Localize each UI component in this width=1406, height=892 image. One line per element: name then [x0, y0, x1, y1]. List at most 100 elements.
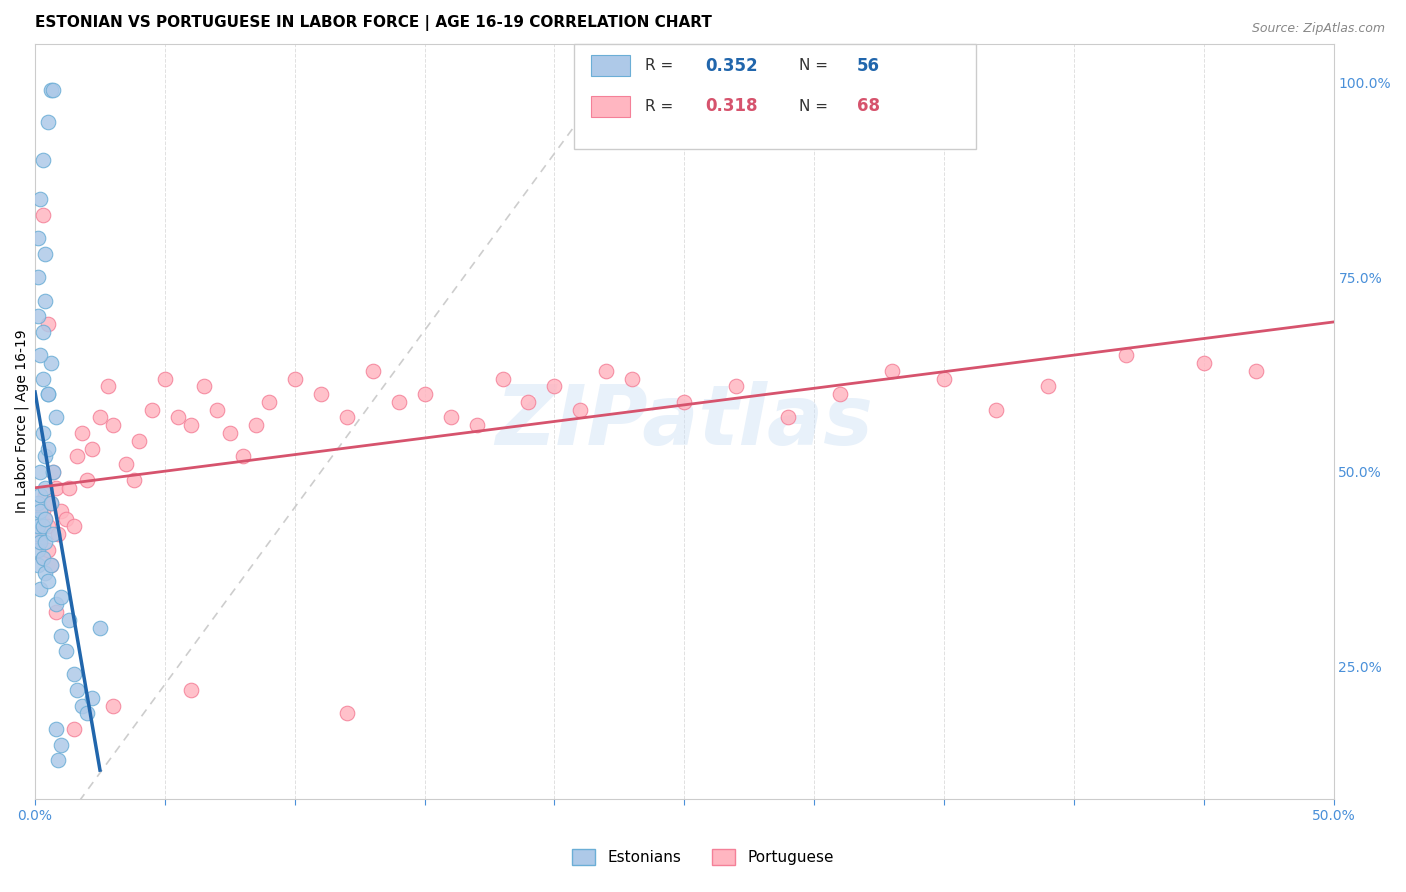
Point	[37, 542, 59, 557]
Point	[37, 317, 59, 331]
Point	[31, 325, 53, 339]
Point	[27, 512, 49, 526]
Point	[45, 722, 67, 736]
Point	[517, 395, 540, 409]
Point	[48, 753, 70, 767]
Point	[27, 496, 49, 510]
Text: R =: R =	[645, 99, 679, 114]
Point	[31, 550, 53, 565]
Point	[27, 527, 49, 541]
Point	[465, 418, 488, 433]
Point	[76, 473, 98, 487]
Point	[58, 613, 80, 627]
Point	[128, 434, 150, 448]
Point	[30, 348, 52, 362]
Text: 0.352: 0.352	[704, 56, 758, 75]
Point	[42, 465, 65, 479]
Point	[31, 153, 53, 168]
Text: R =: R =	[645, 58, 679, 73]
Point	[932, 371, 955, 385]
Text: Source: ZipAtlas.com: Source: ZipAtlas.com	[1251, 22, 1385, 36]
Point	[725, 379, 748, 393]
Point	[543, 379, 565, 393]
Point	[245, 418, 267, 433]
Text: 0.318: 0.318	[704, 97, 758, 115]
Bar	[591, 55, 630, 76]
Text: 68: 68	[858, 97, 880, 115]
Point	[31, 550, 53, 565]
Point	[31, 371, 53, 385]
Point	[1115, 348, 1137, 362]
Point	[31, 504, 53, 518]
Point	[569, 402, 592, 417]
Point	[778, 410, 800, 425]
Point	[48, 527, 70, 541]
Point	[27, 558, 49, 573]
Point	[45, 605, 67, 619]
Point	[37, 574, 59, 588]
Point	[257, 395, 280, 409]
Point	[180, 418, 202, 433]
Point	[595, 364, 617, 378]
Point	[39, 496, 62, 510]
Point	[42, 465, 65, 479]
Point	[42, 527, 65, 541]
Point	[673, 395, 696, 409]
Point	[39, 558, 62, 573]
Point	[65, 683, 87, 698]
Point	[34, 293, 56, 308]
Point	[830, 387, 852, 401]
FancyBboxPatch shape	[574, 44, 976, 150]
Point	[388, 395, 411, 409]
Point	[34, 481, 56, 495]
Text: N =: N =	[799, 58, 832, 73]
Point	[37, 387, 59, 401]
Point	[89, 621, 111, 635]
Point	[37, 442, 59, 456]
Point	[76, 706, 98, 721]
Point	[101, 418, 124, 433]
Text: ZIPatlas: ZIPatlas	[495, 381, 873, 462]
Point	[30, 465, 52, 479]
Point	[218, 425, 240, 440]
Point	[439, 410, 461, 425]
Point	[361, 364, 384, 378]
Point	[30, 582, 52, 596]
Point	[39, 83, 62, 97]
Point	[34, 450, 56, 464]
Point	[1036, 379, 1059, 393]
Point	[309, 387, 332, 401]
Y-axis label: In Labor Force | Age 16-19: In Labor Force | Age 16-19	[15, 329, 30, 513]
Point	[63, 667, 86, 681]
Text: N =: N =	[799, 99, 832, 114]
Point	[49, 738, 72, 752]
Text: ESTONIAN VS PORTUGUESE IN LABOR FORCE | AGE 16-19 CORRELATION CHART: ESTONIAN VS PORTUGUESE IN LABOR FORCE | …	[35, 15, 711, 31]
Point	[31, 208, 53, 222]
Point	[42, 83, 65, 97]
Point	[984, 402, 1007, 417]
Point	[27, 310, 49, 324]
Point	[27, 527, 49, 541]
Point	[413, 387, 436, 401]
Point	[37, 387, 59, 401]
Point	[27, 270, 49, 285]
Point	[37, 114, 59, 128]
Point	[49, 590, 72, 604]
Point	[491, 371, 513, 385]
Point	[39, 558, 62, 573]
Point	[180, 683, 202, 698]
Point	[34, 488, 56, 502]
Point	[63, 722, 86, 736]
Point	[27, 542, 49, 557]
Point	[70, 425, 93, 440]
Point	[205, 402, 228, 417]
Point	[89, 410, 111, 425]
Point	[45, 410, 67, 425]
Point	[141, 402, 163, 417]
Point	[70, 698, 93, 713]
Point	[193, 379, 215, 393]
Point	[101, 698, 124, 713]
Point	[122, 473, 145, 487]
Bar	[591, 95, 630, 117]
Point	[153, 371, 176, 385]
